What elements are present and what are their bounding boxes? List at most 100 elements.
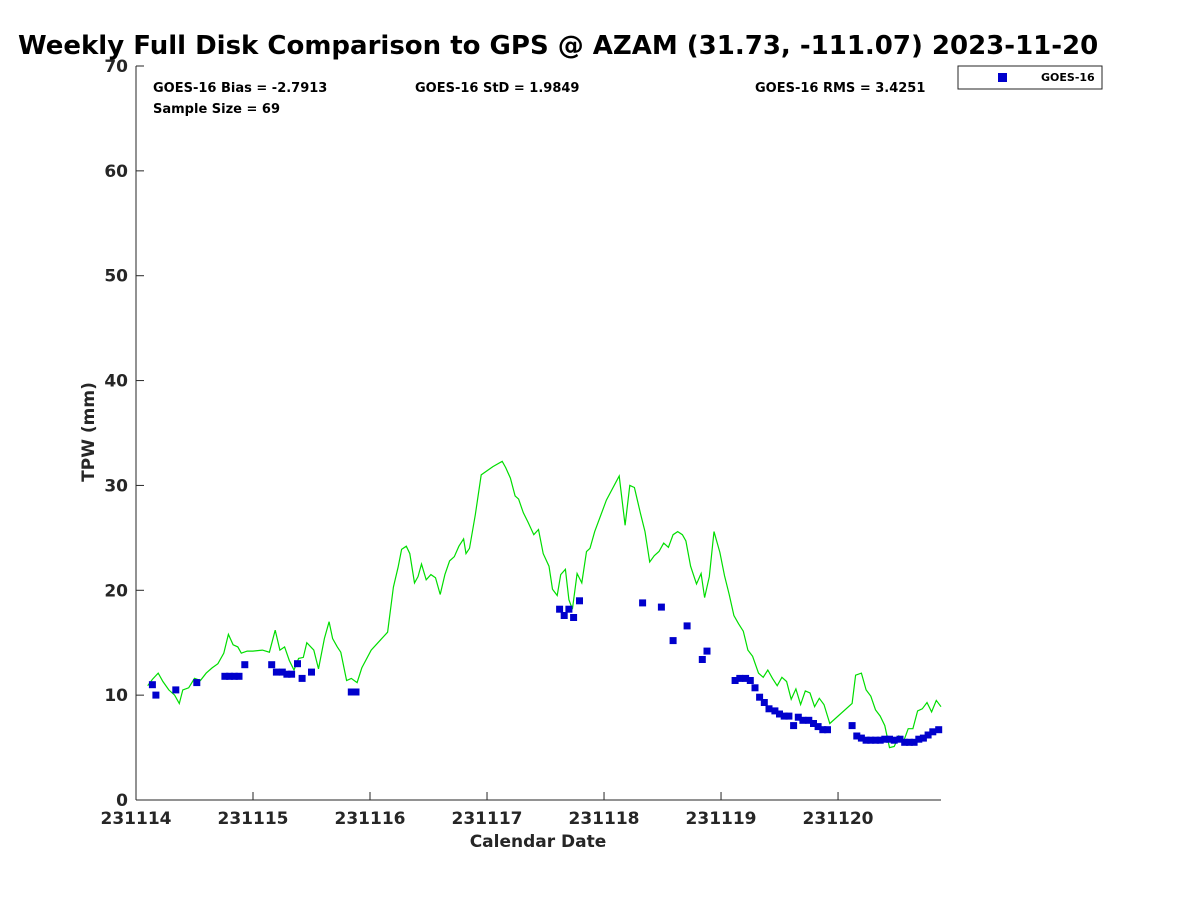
goes16-point <box>896 735 904 743</box>
goes16-point <box>278 668 286 676</box>
goes16-point <box>226 672 234 680</box>
goes16-point <box>915 735 923 743</box>
goes16-point <box>771 707 779 715</box>
goes16-point <box>731 677 739 684</box>
goes16-point <box>824 726 831 734</box>
goes16-point <box>235 672 243 680</box>
goes16-point <box>172 686 180 694</box>
goes16-point <box>929 728 937 736</box>
goes16-point <box>819 726 827 734</box>
x-axis-label: Calendar Date <box>470 832 607 852</box>
goes16-point <box>298 674 306 682</box>
goes16-point <box>241 661 249 669</box>
goes16-point <box>862 736 870 744</box>
goes16-point <box>853 732 861 740</box>
goes16-point <box>698 656 706 663</box>
y-tick-label: 50 <box>104 267 128 287</box>
goes16-point <box>657 603 665 611</box>
goes16-point <box>669 637 677 645</box>
goes16-point <box>352 688 360 696</box>
goes16-point <box>780 712 788 720</box>
goes16-point <box>751 684 759 692</box>
goes16-point <box>268 661 276 669</box>
goes16-point <box>872 736 879 744</box>
x-tick-label: 231115 <box>218 809 289 829</box>
goes16-point <box>152 691 160 699</box>
goes16-point <box>776 710 783 718</box>
stat-sample-size: Sample Size = 69 <box>153 102 280 117</box>
stat-bias: GOES-16 Bias = -2.7913 <box>153 81 327 96</box>
goes16-point <box>756 693 764 701</box>
goes16-point <box>886 735 893 743</box>
plot-area <box>147 460 943 749</box>
goes16-point <box>283 670 291 678</box>
axes: 0 10 20 30 40 50 60 70 231114 231115 231116 231117… <box>101 57 941 829</box>
goes16-point <box>639 599 647 607</box>
goes16-point <box>765 705 773 713</box>
y-tick-label: 60 <box>104 162 128 182</box>
goes16-point <box>570 614 578 621</box>
x-tick-label: 231119 <box>686 809 757 829</box>
legend-label-goes16: GOES-16 <box>1041 71 1095 84</box>
stat-rms: GOES-16 RMS = 3.4251 <box>755 81 925 96</box>
goes16-point <box>814 723 822 731</box>
gps-line <box>147 460 942 749</box>
goes16-point <box>810 720 817 727</box>
stat-std: GOES-16 StD = 1.9849 <box>415 81 579 96</box>
goes16-point <box>924 731 932 739</box>
gps-series <box>147 460 942 749</box>
x-ticks: 231114 231115 231116 231117 231118 231119 2311… <box>101 792 874 829</box>
goes16-point <box>683 622 691 630</box>
goes16-point <box>193 679 201 687</box>
goes16-point <box>556 605 564 613</box>
goes16-point <box>805 716 813 724</box>
y-tick-label: 10 <box>104 686 128 706</box>
y-ticks: 0 10 20 30 40 50 60 70 <box>104 57 144 811</box>
y-tick-label: 70 <box>104 57 128 77</box>
goes16-point <box>148 681 156 689</box>
legend-marker-goes16 <box>998 73 1007 82</box>
goes16-point <box>848 722 856 730</box>
legend-box <box>957 65 1103 90</box>
goes16-point <box>794 713 802 721</box>
goes16-point <box>935 726 943 734</box>
goes16-point <box>910 738 918 746</box>
goes16-point <box>576 597 583 605</box>
chart-title: Weekly Full Disk Comparison to GPS @ AZA… <box>18 31 1098 61</box>
goes16-point <box>221 672 229 680</box>
goes16-point <box>565 605 573 613</box>
goes16-point <box>785 712 793 720</box>
x-tick-label: 231117 <box>452 809 523 829</box>
goes16-point <box>919 734 927 742</box>
goes16-point <box>294 660 301 668</box>
goes16-point <box>890 736 898 744</box>
goes16-point <box>876 736 884 744</box>
goes16-point <box>857 734 865 742</box>
y-axis-label: TPW (mm) <box>79 382 99 482</box>
goes16-point <box>560 612 568 619</box>
x-tick-label: 231116 <box>335 809 406 829</box>
goes16-point <box>905 738 913 746</box>
x-tick-label: 231118 <box>569 809 640 829</box>
y-tick-label: 20 <box>104 581 128 601</box>
goes16-point <box>288 670 296 678</box>
goes16-series <box>148 597 943 746</box>
goes16-point <box>308 668 315 676</box>
goes16-point <box>742 674 750 682</box>
goes16-point <box>901 738 909 746</box>
goes16-point <box>790 722 798 730</box>
goes16-point <box>799 716 807 724</box>
goes16-point <box>347 688 355 696</box>
x-tick-label: 231114 <box>101 809 172 829</box>
goes16-point <box>272 668 280 676</box>
goes16-point <box>230 672 238 680</box>
legend: GOES-16 <box>957 65 1103 90</box>
y-tick-label: 40 <box>104 372 128 392</box>
goes16-point <box>760 699 768 706</box>
x-tick-label: 231120 <box>803 809 874 829</box>
goes16-point <box>881 735 889 743</box>
goes16-point <box>867 736 875 744</box>
y-tick-label: 0 <box>116 791 128 811</box>
y-tick-label: 30 <box>104 476 128 496</box>
